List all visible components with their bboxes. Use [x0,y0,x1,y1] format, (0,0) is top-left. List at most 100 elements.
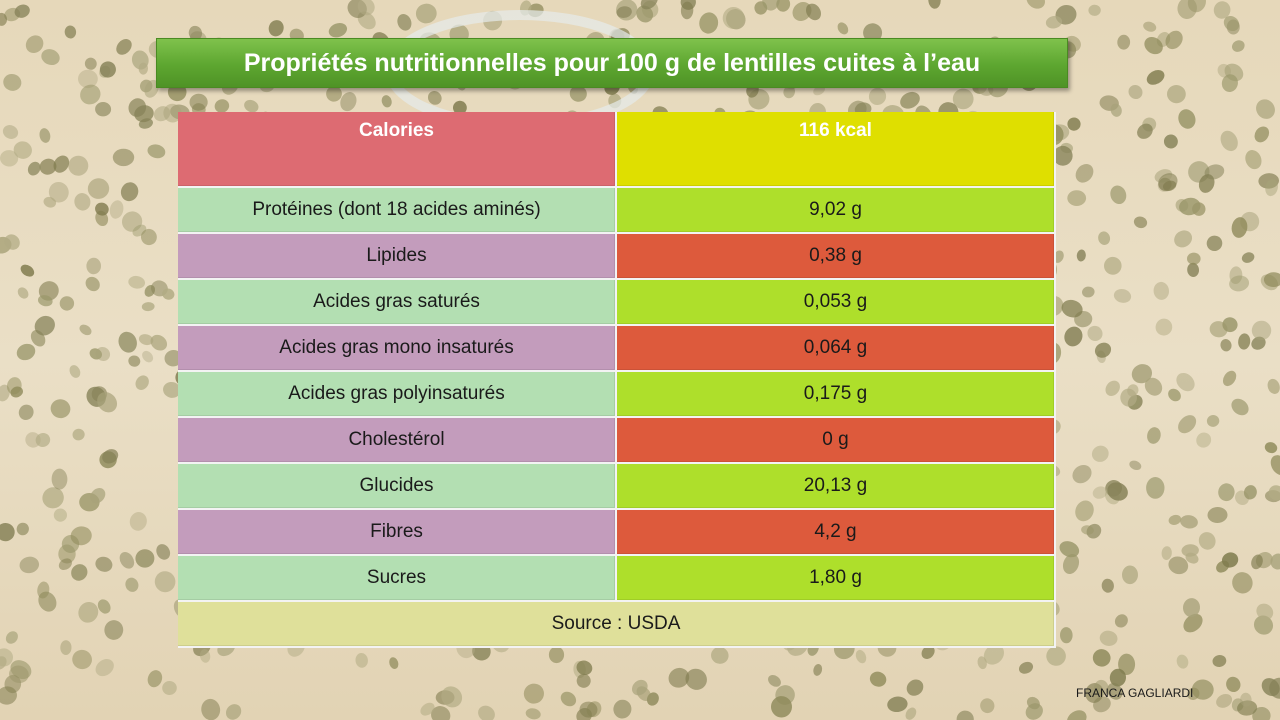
lentil-shape [14,4,30,18]
lentil-shape [1144,37,1163,55]
lentil-shape [1104,256,1122,275]
lentil-shape [39,128,51,143]
lentil-shape [1207,506,1228,524]
lentil-shape [1088,4,1101,16]
lentil-shape [1204,164,1225,180]
lentil-shape [116,39,132,55]
lentil-shape [1153,281,1170,300]
lentil-shape [1146,70,1165,85]
lentil-shape [427,91,442,105]
lentil-shape [131,50,149,70]
lentil-shape [768,675,781,687]
lentil-shape [5,631,18,644]
lentil-shape [441,686,463,708]
lentil-shape [153,106,171,122]
lentil-shape [162,680,177,696]
lentil-shape [1133,216,1148,229]
lentil-shape [1221,552,1239,568]
lentil-shape [1113,288,1132,303]
lentil-shape [806,3,821,21]
lentil-shape [53,508,68,522]
lentil-shape [1270,455,1280,476]
lentil-shape [1092,649,1111,667]
lentil-shape [1168,514,1182,525]
lentil-shape [1231,398,1249,416]
lentil-shape [43,196,57,208]
lentil-shape [140,228,157,246]
nutrient-name: Acides gras polyinsaturés [178,372,617,418]
lentil-shape [1221,74,1238,92]
lentil-shape [1252,706,1271,720]
lentil-shape [0,12,8,26]
lentil-shape [86,257,102,275]
lentil-shape [1178,415,1197,434]
lentil-shape [95,202,109,216]
lentil-shape [1101,578,1114,593]
lentil-shape [10,386,23,398]
lentil-shape [1231,40,1245,52]
lentil-shape [576,660,593,676]
lentil-shape [60,640,72,655]
lentil-shape [1045,15,1063,29]
lentil-shape [869,671,887,687]
lentil-shape [162,288,175,300]
table-row: Lipides 0,38 g [178,234,1056,280]
lentil-shape [104,620,124,640]
lentil-shape [150,334,168,351]
lentil-shape [2,125,19,139]
lentil-shape [201,698,221,720]
nutrient-value: 9,02 g [617,188,1056,234]
lentil-shape [1076,249,1086,262]
lentil-shape [1222,317,1238,333]
lentil-shape [25,432,41,448]
lentil-shape [636,5,654,23]
lentil-shape [1168,556,1189,575]
lentil-shape [1251,554,1263,570]
header-value-cell: 116 kcal [617,112,1056,188]
author-credit: FRANCA GAGLIARDI [1076,686,1194,700]
lentil-shape [1026,696,1040,710]
nutrient-name: Lipides [178,234,617,280]
lentil-shape [478,705,495,720]
lentil-shape [1162,180,1177,191]
lentil-shape [78,601,99,623]
lentil-shape [1067,190,1087,207]
lentil-shape [17,287,29,299]
lentil-shape [328,23,348,38]
lentil-shape [1053,250,1064,263]
lentil-shape [142,350,154,363]
lentil-shape [1176,372,1195,392]
lentil-shape [154,571,176,593]
lentil-shape [112,148,135,167]
lentil-shape [1263,272,1280,288]
lentil-shape [138,334,154,346]
lentil-shape [420,702,435,716]
lentil-shape [225,704,242,720]
lentil-shape [1091,445,1109,462]
lentil-shape [1067,117,1081,131]
lentil-shape [1264,442,1278,454]
lentil-shape [128,98,147,117]
lentil-shape [1117,34,1131,50]
lentil-shape [1216,693,1233,708]
lentil-shape [0,648,13,667]
lentil-shape [1118,653,1136,675]
lentil-shape [125,577,139,592]
lentil-shape [1064,35,1081,52]
lentil-shape [1110,103,1122,117]
slide-title: Propriétés nutritionnelles pour 100 g de… [156,38,1068,88]
lentil-shape [905,707,917,720]
lentil-shape [128,355,141,367]
lentil-shape [1067,710,1087,720]
lentil-shape [1120,388,1137,407]
nutrient-value: 1,80 g [617,556,1056,602]
lentil-shape [95,556,113,572]
lentil-shape [548,646,565,664]
lentil-shape [1198,532,1216,550]
lentil-shape [1105,380,1120,396]
lentil-shape [87,178,110,199]
lentil-shape [1114,614,1128,628]
lentil-shape [1062,553,1080,575]
lentil-shape [78,69,98,89]
lentil-shape [355,653,368,668]
